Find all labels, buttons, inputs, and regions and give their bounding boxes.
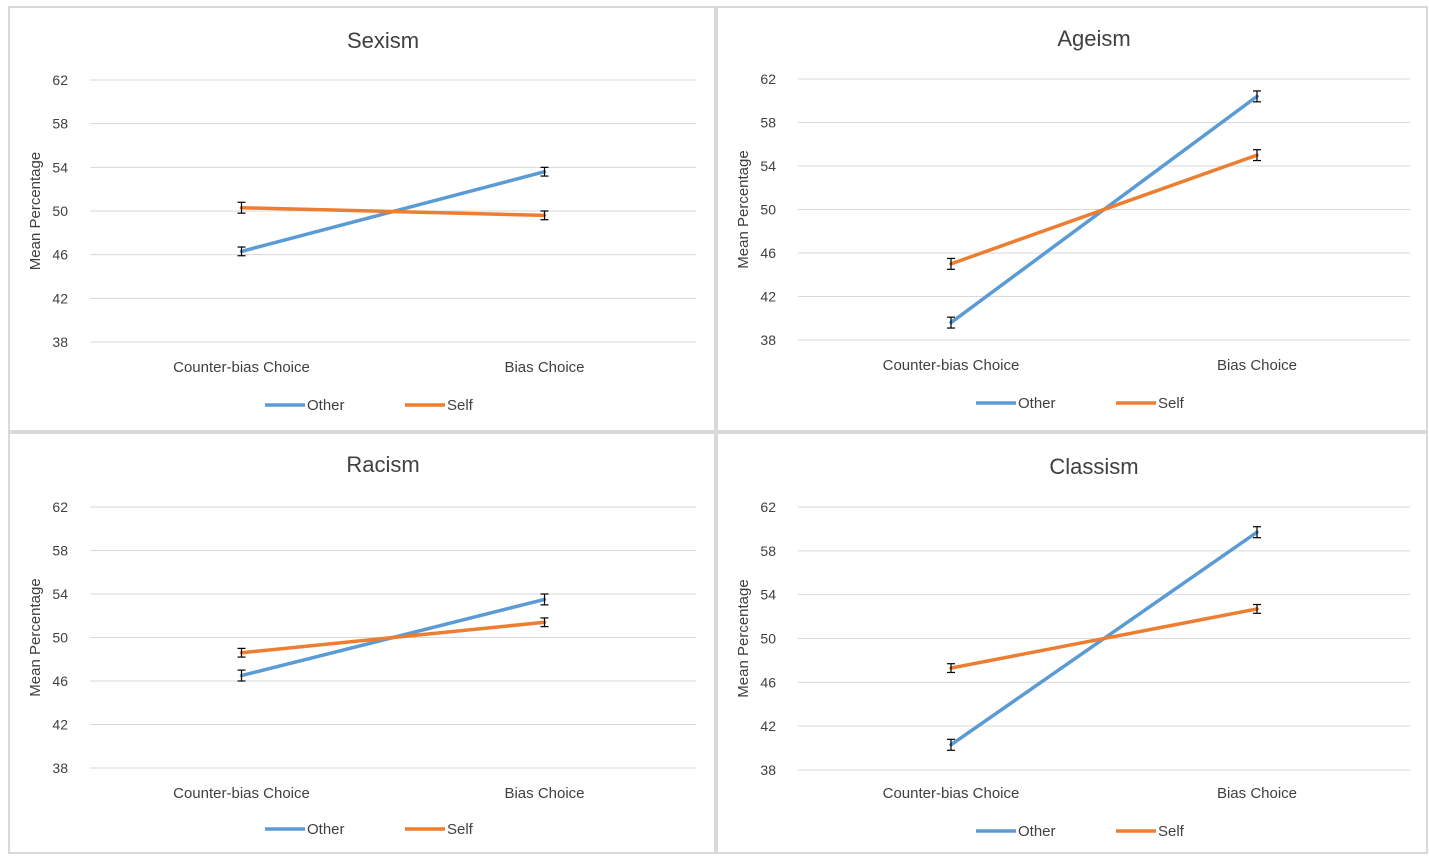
y-tick-label: 58	[52, 543, 68, 559]
x-category-label: Bias Choice	[504, 359, 584, 376]
y-axis-label: Mean Percentage	[735, 579, 752, 697]
series-line-self	[242, 208, 545, 216]
y-tick-label: 42	[52, 717, 68, 733]
x-category-label: Counter-bias Choice	[883, 357, 1020, 374]
x-category-label: Bias Choice	[504, 785, 584, 802]
y-tick-label: 42	[52, 290, 68, 306]
y-tick-label: 54	[760, 158, 776, 174]
y-axis-label: Mean Percentage	[735, 150, 752, 268]
y-axis-label: Mean Percentage	[27, 152, 44, 270]
y-tick-label: 38	[760, 762, 776, 778]
y-tick-label: 54	[52, 159, 68, 175]
chart-svg: Racism 38 42 46 50 54 58 62 Mean Percentage Count…	[10, 434, 718, 856]
x-category-label: Counter-bias Choice	[173, 785, 310, 802]
chart-title: Classism	[1049, 454, 1138, 479]
chart-panel-classism: Classism 38 42 46 50 54 58 62 Mean Percentage Cou…	[716, 432, 1428, 854]
y-tick-label: 50	[760, 202, 776, 218]
chart-svg: Sexism 38 42 46 50 54 58 62 Mean Percentage Count…	[10, 8, 718, 434]
y-tick-label: 46	[52, 673, 68, 689]
chart-svg: Ageism 38 42 46 50 54 58 62 Mean Percentage Count…	[718, 8, 1429, 434]
x-category-label: Counter-bias Choice	[883, 785, 1020, 802]
y-tick-label: 62	[52, 499, 68, 515]
legend-label: Self	[447, 397, 474, 414]
legend-label: Self	[1158, 395, 1185, 412]
y-tick-label: 46	[760, 674, 776, 690]
chart-panel-racism: Racism 38 42 46 50 54 58 62 Mean Percentage Count…	[8, 432, 716, 854]
y-tick-label: 38	[52, 334, 68, 350]
chart-title: Ageism	[1057, 26, 1130, 51]
y-tick-label: 46	[52, 247, 68, 263]
x-category-label: Bias Choice	[1217, 785, 1297, 802]
y-tick-label: 58	[760, 543, 776, 559]
legend-item-self: Self	[1116, 395, 1185, 412]
legend-item-other: Other	[265, 821, 345, 838]
legend-label: Other	[307, 397, 345, 414]
y-tick-label: 46	[760, 245, 776, 261]
legend-item-self: Self	[1116, 823, 1185, 840]
x-category-label: Bias Choice	[1217, 357, 1297, 374]
y-tick-label: 50	[760, 631, 776, 647]
legend-label: Other	[1018, 823, 1056, 840]
chart-title: Sexism	[347, 28, 419, 53]
y-tick-label: 58	[760, 115, 776, 131]
legend-item-self: Self	[405, 821, 474, 838]
legend-item-self: Self	[405, 397, 474, 414]
legend-label: Other	[307, 821, 345, 838]
y-tick-label: 42	[760, 718, 776, 734]
legend-label: Self	[1158, 823, 1185, 840]
legend-label: Other	[1018, 395, 1056, 412]
legend-label: Self	[447, 821, 474, 838]
y-tick-label: 62	[52, 72, 68, 88]
y-tick-label: 38	[760, 332, 776, 348]
chart-panel-sexism: Sexism 38 42 46 50 54 58 62 Mean Percentage Count…	[8, 6, 716, 432]
x-category-label: Counter-bias Choice	[173, 359, 310, 376]
y-tick-label: 62	[760, 71, 776, 87]
y-tick-label: 50	[52, 630, 68, 646]
y-tick-label: 62	[760, 499, 776, 515]
y-tick-label: 42	[760, 289, 776, 305]
chart-panel-ageism: Ageism 38 42 46 50 54 58 62 Mean Percentage Count…	[716, 6, 1428, 432]
y-axis-label: Mean Percentage	[27, 578, 44, 696]
chart-svg: Classism 38 42 46 50 54 58 62 Mean Percentage Cou…	[718, 434, 1429, 856]
legend-item-other: Other	[976, 395, 1056, 412]
legend-item-other: Other	[976, 823, 1056, 840]
y-tick-label: 54	[760, 587, 776, 603]
y-tick-label: 38	[52, 760, 68, 776]
y-tick-label: 58	[52, 116, 68, 132]
y-tick-label: 50	[52, 203, 68, 219]
chart-title: Racism	[346, 452, 419, 477]
y-tick-label: 54	[52, 586, 68, 602]
legend-item-other: Other	[265, 397, 345, 414]
